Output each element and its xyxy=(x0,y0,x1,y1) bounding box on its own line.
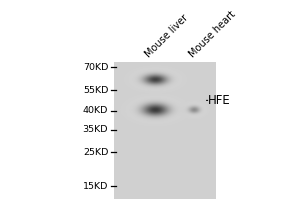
Text: HFE: HFE xyxy=(208,94,231,107)
Text: 35KD: 35KD xyxy=(83,125,108,134)
Text: 15KD: 15KD xyxy=(83,182,108,191)
Text: 25KD: 25KD xyxy=(83,148,108,157)
Text: 70KD: 70KD xyxy=(83,63,108,72)
Text: 40KD: 40KD xyxy=(83,106,108,115)
Text: 55KD: 55KD xyxy=(83,86,108,95)
Text: Mouse liver: Mouse liver xyxy=(143,13,190,60)
Text: Mouse heart: Mouse heart xyxy=(188,10,238,60)
Bar xyxy=(114,62,216,199)
